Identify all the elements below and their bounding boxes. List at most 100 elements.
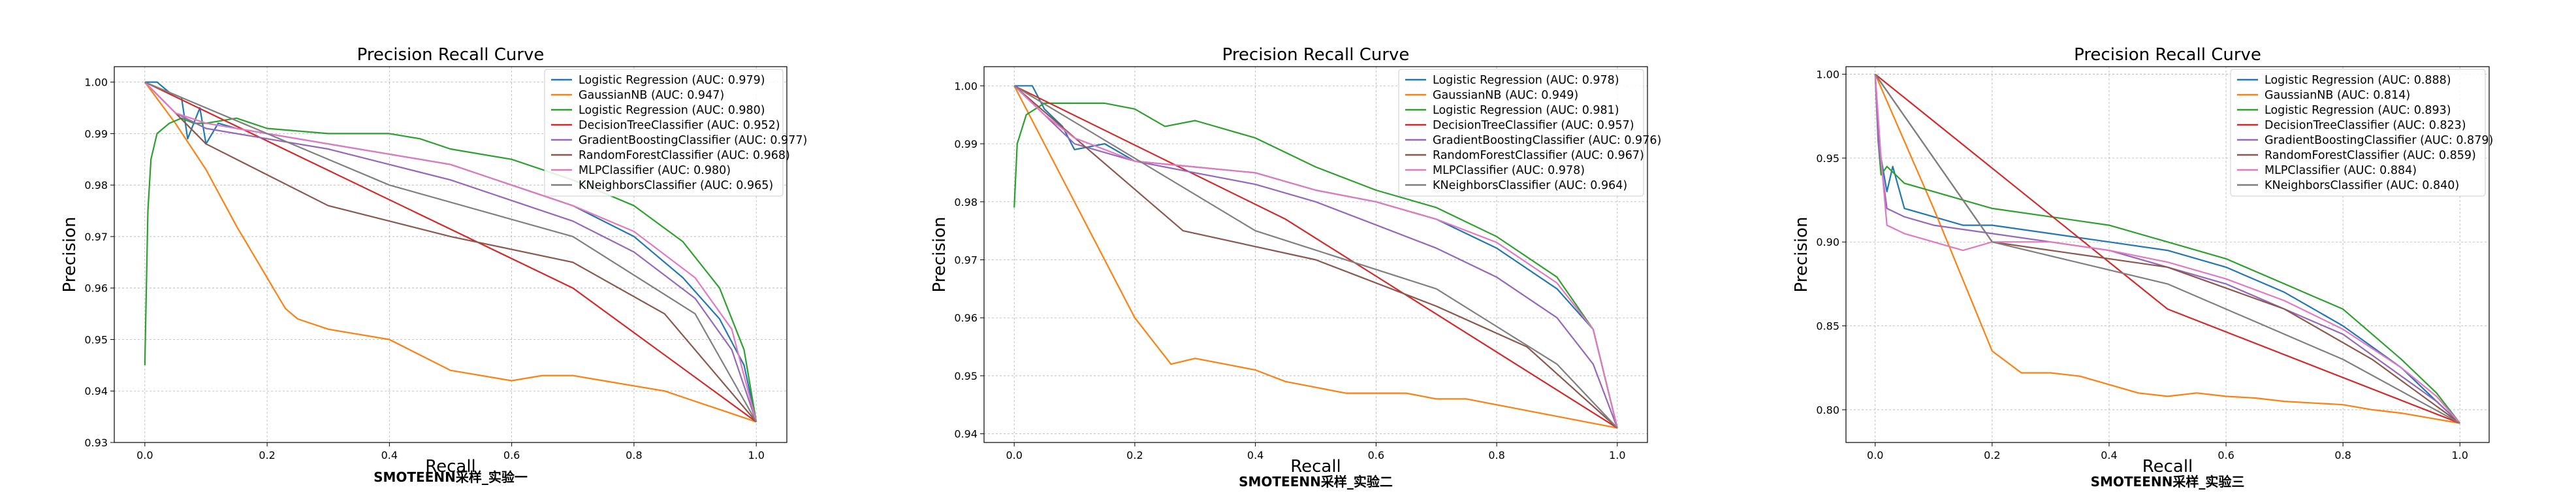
legend-entry: GradientBoostingClassifier (AUC: 0.879): [2265, 134, 2493, 147]
x-tick-label: 0.0: [1006, 449, 1022, 461]
legend-entry: KNeighborsClassifier (AUC: 0.964): [1433, 179, 1627, 192]
legend-box: [2230, 69, 2486, 197]
series-line-4: [1875, 73, 2460, 424]
y-tick-label: 0.95: [1816, 152, 1839, 165]
y-axis-label: Precision: [60, 216, 80, 292]
series-line-5: [144, 81, 757, 422]
legend-entry: Logistic Regression (AUC: 0.978): [1433, 74, 1619, 87]
x-tick-label: 1.0: [2452, 449, 2468, 461]
y-tick-label: 1.00: [84, 76, 108, 89]
x-tick-label: 0.4: [2101, 449, 2117, 461]
chart-panel-3: 0.0 0.2 0.4 0.6 0.8 1.0 0.80 0.85 0.90 0.95 1.00 Pr…: [1792, 45, 2493, 490]
x-tick-label: 1.0: [748, 449, 764, 461]
x-tick-label: 0.8: [626, 449, 642, 461]
y-tick-label: 0.94: [84, 385, 108, 397]
x-axis-label: Recall: [425, 457, 476, 476]
plot-frame: [114, 66, 787, 443]
series-line-4: [144, 81, 757, 423]
x-tick-label: 0.6: [2218, 449, 2234, 461]
y-tick-label: 0.98: [84, 179, 108, 192]
legend-entry: GradientBoostingClassifier (AUC: 0.976): [1433, 134, 1661, 147]
legend-entry: GaussianNB (AUC: 0.947): [579, 89, 724, 102]
legend: Logistic Regression (AUC: 0.978) Gaussian…: [1398, 69, 1661, 197]
legend-entry: KNeighborsClassifier (AUC: 0.965): [579, 179, 773, 192]
y-tick-label: 0.93: [84, 437, 108, 449]
series-line-2: [1013, 85, 1618, 429]
y-tick-label: 1.00: [1816, 69, 1839, 81]
y-tick-label: 0.90: [1816, 236, 1839, 248]
y-tick-label: 0.97: [954, 254, 978, 266]
chart-panel-2: 0.0 0.2 0.4 0.6 0.8 1.0 0.94 0.95 0.96 0.97 0.98 0.…: [930, 45, 1661, 490]
y-tick-label: 1.00: [954, 80, 978, 92]
legend-entry: Logistic Regression (AUC: 0.980): [579, 104, 765, 117]
legend-entry: Logistic Regression (AUC: 0.888): [2265, 74, 2451, 87]
chart-panel-1: 0.0 0.2 0.4 0.6 0.8 1.0 0.93 0.94 0.95 0.96 0.97 0.…: [60, 45, 807, 485]
series-line-7: [1874, 74, 2461, 424]
legend-entry: MLPClassifier (AUC: 0.980): [579, 164, 731, 177]
series-line-7: [144, 81, 757, 422]
x-tick-label: 0.4: [1247, 449, 1264, 461]
x-axis-label: Recall: [2142, 457, 2193, 476]
legend-entry: Logistic Regression (AUC: 0.893): [2265, 104, 2451, 117]
legend-entry: DecisionTreeClassifier (AUC: 0.957): [1433, 119, 1634, 132]
series-line-8: [144, 81, 757, 423]
legend-entry: KNeighborsClassifier (AUC: 0.840): [2265, 179, 2459, 192]
plot-frame: [983, 66, 1648, 443]
y-tick-label: 0.96: [954, 312, 978, 324]
legend-entry: DecisionTreeClassifier (AUC: 0.823): [2265, 119, 2466, 132]
chart-title: Precision Recall Curve: [357, 45, 545, 65]
chart-title: Precision Recall Curve: [2074, 45, 2261, 65]
series-line-3: [1874, 74, 2461, 424]
chart-caption: SMOTEENN采样_实验三: [2091, 474, 2245, 490]
x-tick-label: 0.8: [1488, 449, 1504, 461]
series-line-8: [1874, 73, 2460, 424]
y-tick-label: 0.96: [84, 282, 108, 295]
legend: Logistic Regression (AUC: 0.888) Gaussian…: [2230, 69, 2493, 197]
series-line-8: [1013, 85, 1618, 429]
legend-entry: MLPClassifier (AUC: 0.978): [1433, 164, 1585, 177]
x-tick-label: 1.0: [1609, 449, 1625, 461]
x-tick-label: 0.6: [503, 449, 520, 461]
x-tick-label: 0.2: [1984, 449, 2000, 461]
series-line-3: [144, 117, 757, 422]
x-tick-label: 0.2: [1126, 449, 1143, 461]
legend-entry: RandomForestClassifier (AUC: 0.968): [579, 149, 790, 162]
series-line-4: [1013, 85, 1618, 429]
legend-entry: Logistic Regression (AUC: 0.979): [579, 74, 765, 87]
x-axis-label: Recall: [1290, 457, 1341, 476]
y-tick-label: 0.95: [954, 370, 978, 382]
y-tick-label: 0.99: [84, 127, 108, 140]
chart-title: Precision Recall Curve: [1222, 45, 1410, 65]
y-tick-label: 0.99: [954, 138, 978, 150]
legend-box: [1398, 69, 1644, 197]
y-tick-label: 0.95: [84, 333, 108, 346]
y-tick-label: 0.85: [1816, 320, 1839, 333]
plot-frame: [1845, 66, 2490, 443]
x-tick-label: 0.6: [1368, 449, 1384, 461]
legend-box: [544, 69, 784, 197]
legend-entry: RandomForestClassifier (AUC: 0.967): [1433, 149, 1644, 162]
legend-entry: GaussianNB (AUC: 0.814): [2265, 89, 2410, 102]
chart-caption: SMOTEENN采样_实验二: [1239, 474, 1393, 490]
series-line-2: [144, 81, 757, 423]
series-line-7: [1013, 85, 1618, 429]
series-line-6: [1013, 85, 1618, 429]
x-tick-label: 0.8: [2334, 449, 2351, 461]
x-tick-label: 0.0: [136, 449, 153, 461]
series-line-6: [144, 81, 757, 423]
y-axis-label: Precision: [1792, 216, 1811, 292]
legend-entry: Logistic Regression (AUC: 0.981): [1433, 104, 1619, 117]
legend-entry: RandomForestClassifier (AUC: 0.859): [2265, 149, 2476, 162]
legend-entry: GaussianNB (AUC: 0.949): [1433, 89, 1578, 102]
y-tick-label: 0.98: [954, 196, 978, 208]
x-tick-label: 0.0: [1867, 449, 1883, 461]
legend: Logistic Regression (AUC: 0.979) Gaussian…: [544, 69, 807, 197]
y-tick-label: 0.97: [84, 231, 108, 243]
y-axis-label: Precision: [930, 216, 949, 292]
x-tick-label: 0.4: [381, 449, 398, 461]
series-line-2: [1874, 74, 2460, 424]
legend-entry: DecisionTreeClassifier (AUC: 0.952): [579, 119, 780, 132]
legend-entry: GradientBoostingClassifier (AUC: 0.977): [579, 134, 807, 147]
chart-caption: SMOTEENN采样_实验一: [374, 469, 528, 485]
